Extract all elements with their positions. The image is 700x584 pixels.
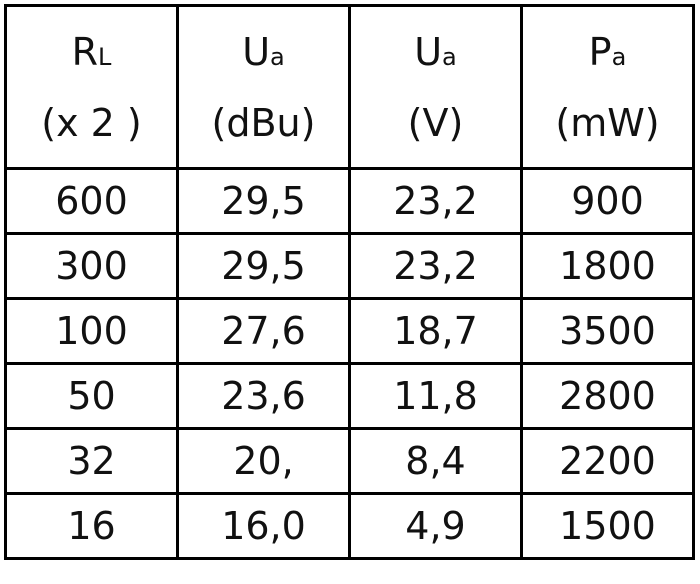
data-cell: 29,5 <box>176 232 351 300</box>
data-cell: 2800 <box>520 362 695 430</box>
header-subscript: a <box>442 42 457 71</box>
header-symbol-line: Ua <box>351 19 520 90</box>
header-symbol: R <box>71 29 99 74</box>
data-cell: 8,4 <box>348 427 523 495</box>
data-cell: 27,6 <box>176 297 351 365</box>
header-unit: (dBu) <box>211 100 316 145</box>
data-cell: 900 <box>520 167 695 235</box>
data-row: 600 29,5 23,2 900 <box>4 167 695 235</box>
header-unit: (V) <box>407 100 464 145</box>
data-cell: 23,6 <box>176 362 351 430</box>
header-symbol: P <box>588 29 612 74</box>
data-cell: 3500 <box>520 297 695 365</box>
data-cell: 23,2 <box>348 167 523 235</box>
data-row: 32 20, 8,4 2200 <box>4 427 695 495</box>
data-cell: 4,9 <box>348 492 523 560</box>
data-row: 100 27,6 18,7 3500 <box>4 297 695 365</box>
header-symbol: U <box>242 29 271 74</box>
data-cell: 100 <box>4 297 179 365</box>
header-cell: Pa (mW) <box>520 4 695 170</box>
data-cell: 2200 <box>520 427 695 495</box>
header-unit: (mW) <box>555 100 660 145</box>
header-subscript: L <box>98 42 112 71</box>
data-cell: 18,7 <box>348 297 523 365</box>
data-cell: 600 <box>4 167 179 235</box>
header-symbol-line: Ua <box>179 19 348 90</box>
data-row: 16 16,0 4,9 1500 <box>4 492 695 560</box>
header-subscript: a <box>611 42 627 71</box>
header-symbol-line: RL <box>7 19 176 90</box>
data-row: 300 29,5 23,2 1800 <box>4 232 695 300</box>
header-subscript: a <box>270 42 285 71</box>
data-cell: 16 <box>4 492 179 560</box>
data-cell: 1800 <box>520 232 695 300</box>
data-table: RL (x 2 ) Ua (dBu) Ua (V) Pa (mW) 600 29,5 23,2 900… <box>4 4 695 560</box>
table-body: RL (x 2 ) Ua (dBu) Ua (V) Pa (mW) 600 29,5 23,2 900… <box>4 4 695 560</box>
data-cell: 11,8 <box>348 362 523 430</box>
data-cell: 300 <box>4 232 179 300</box>
data-cell: 16,0 <box>176 492 351 560</box>
header-symbol-line: Pa <box>523 19 692 90</box>
data-cell: 23,2 <box>348 232 523 300</box>
header-row: RL (x 2 ) Ua (dBu) Ua (V) Pa (mW) <box>4 4 695 170</box>
header-symbol: U <box>414 29 443 74</box>
header-cell: Ua (dBu) <box>176 4 351 170</box>
header-cell: RL (x 2 ) <box>4 4 179 170</box>
data-cell: 32 <box>4 427 179 495</box>
data-cell: 50 <box>4 362 179 430</box>
header-unit: (x 2 ) <box>41 100 142 145</box>
data-cell: 29,5 <box>176 167 351 235</box>
header-cell: Ua (V) <box>348 4 523 170</box>
data-cell: 1500 <box>520 492 695 560</box>
data-cell: 20, <box>176 427 351 495</box>
data-row: 50 23,6 11,8 2800 <box>4 362 695 430</box>
